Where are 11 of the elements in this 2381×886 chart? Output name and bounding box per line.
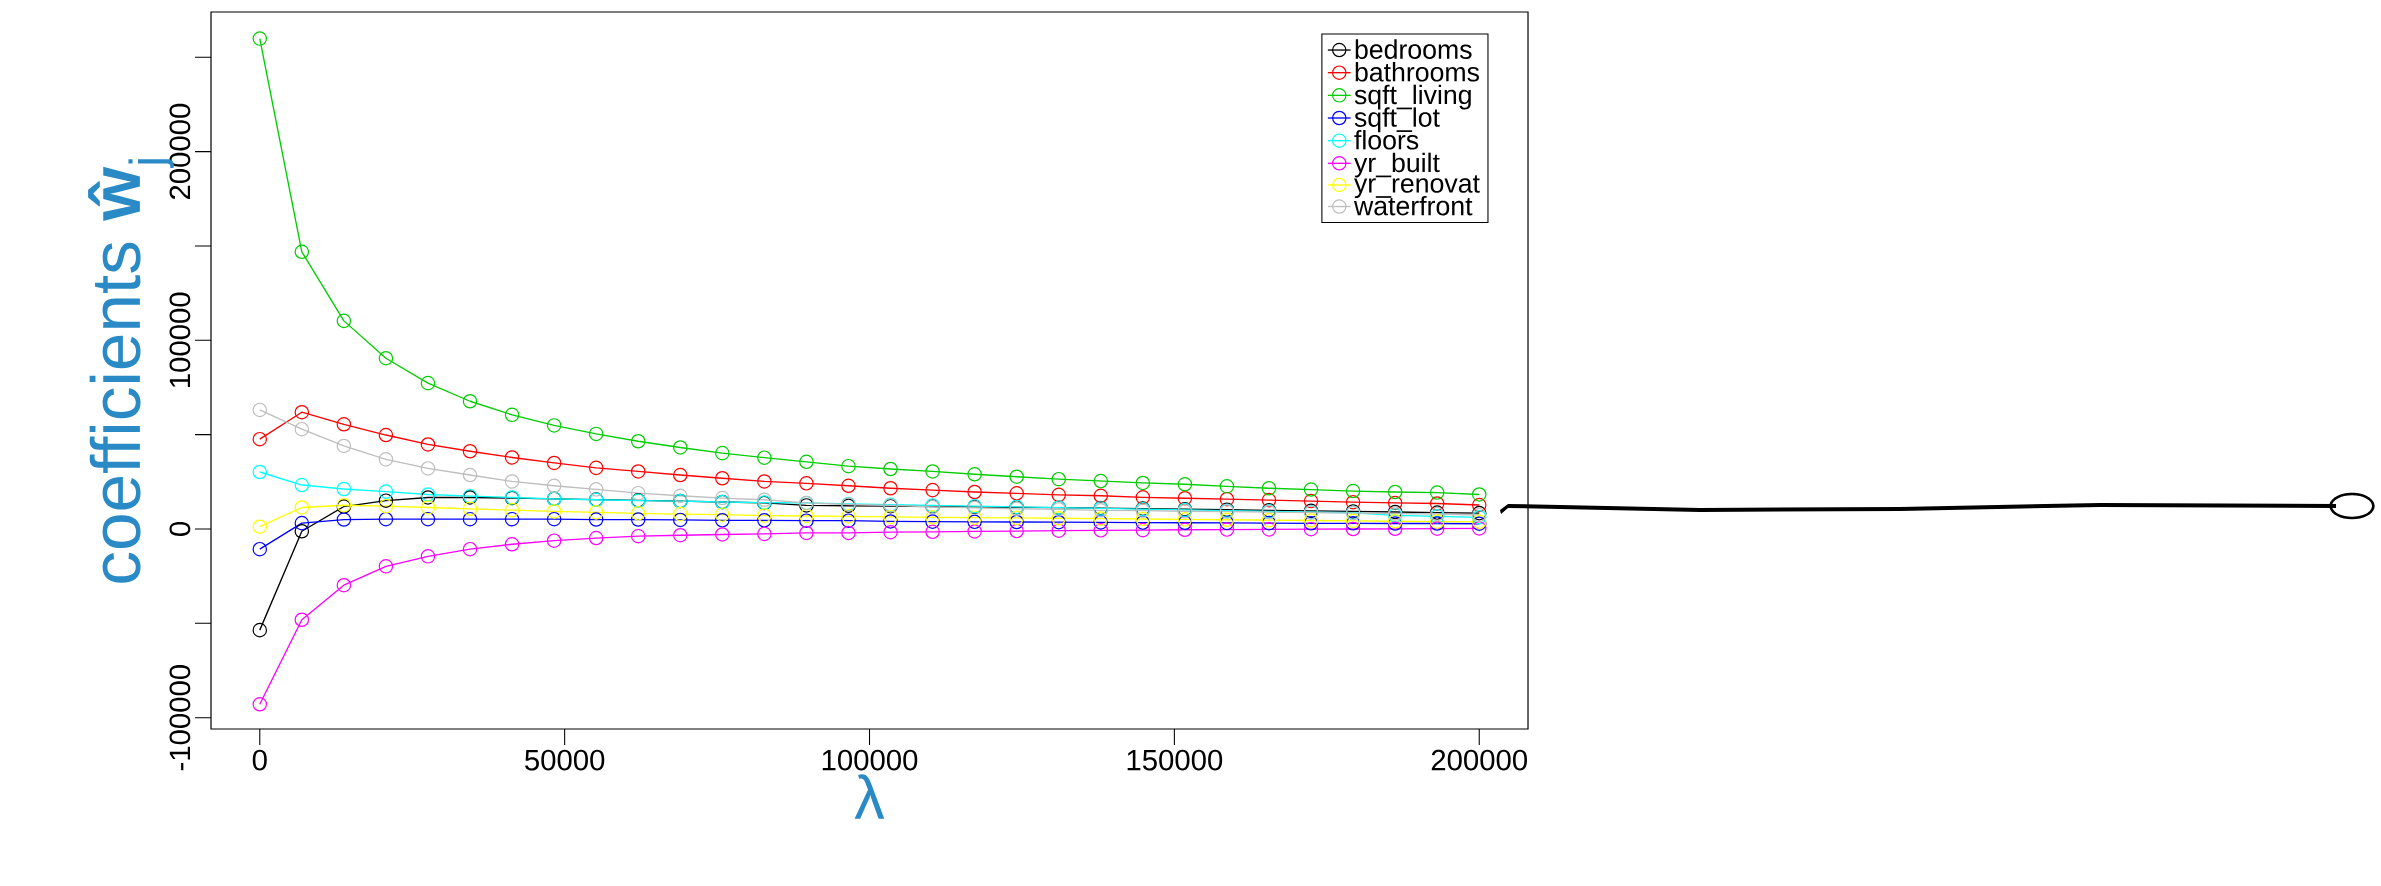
x-tick-label: 0 bbox=[252, 749, 267, 771]
legend-label: bedrooms bbox=[1355, 39, 1472, 59]
x-tick-label: 100000 bbox=[822, 749, 918, 771]
x-tick-label: 50000 bbox=[525, 749, 605, 771]
x-axis-title: λ bbox=[854, 774, 885, 819]
y-tick-label: 100000 bbox=[169, 292, 191, 388]
x-tick-label: 150000 bbox=[1127, 749, 1223, 771]
x-tick-label: 200000 bbox=[1431, 749, 1527, 771]
legend-label: bathrooms bbox=[1355, 62, 1479, 82]
legend-label: waterfront bbox=[1353, 195, 1473, 216]
y-tick-label: -100000 bbox=[169, 665, 191, 771]
